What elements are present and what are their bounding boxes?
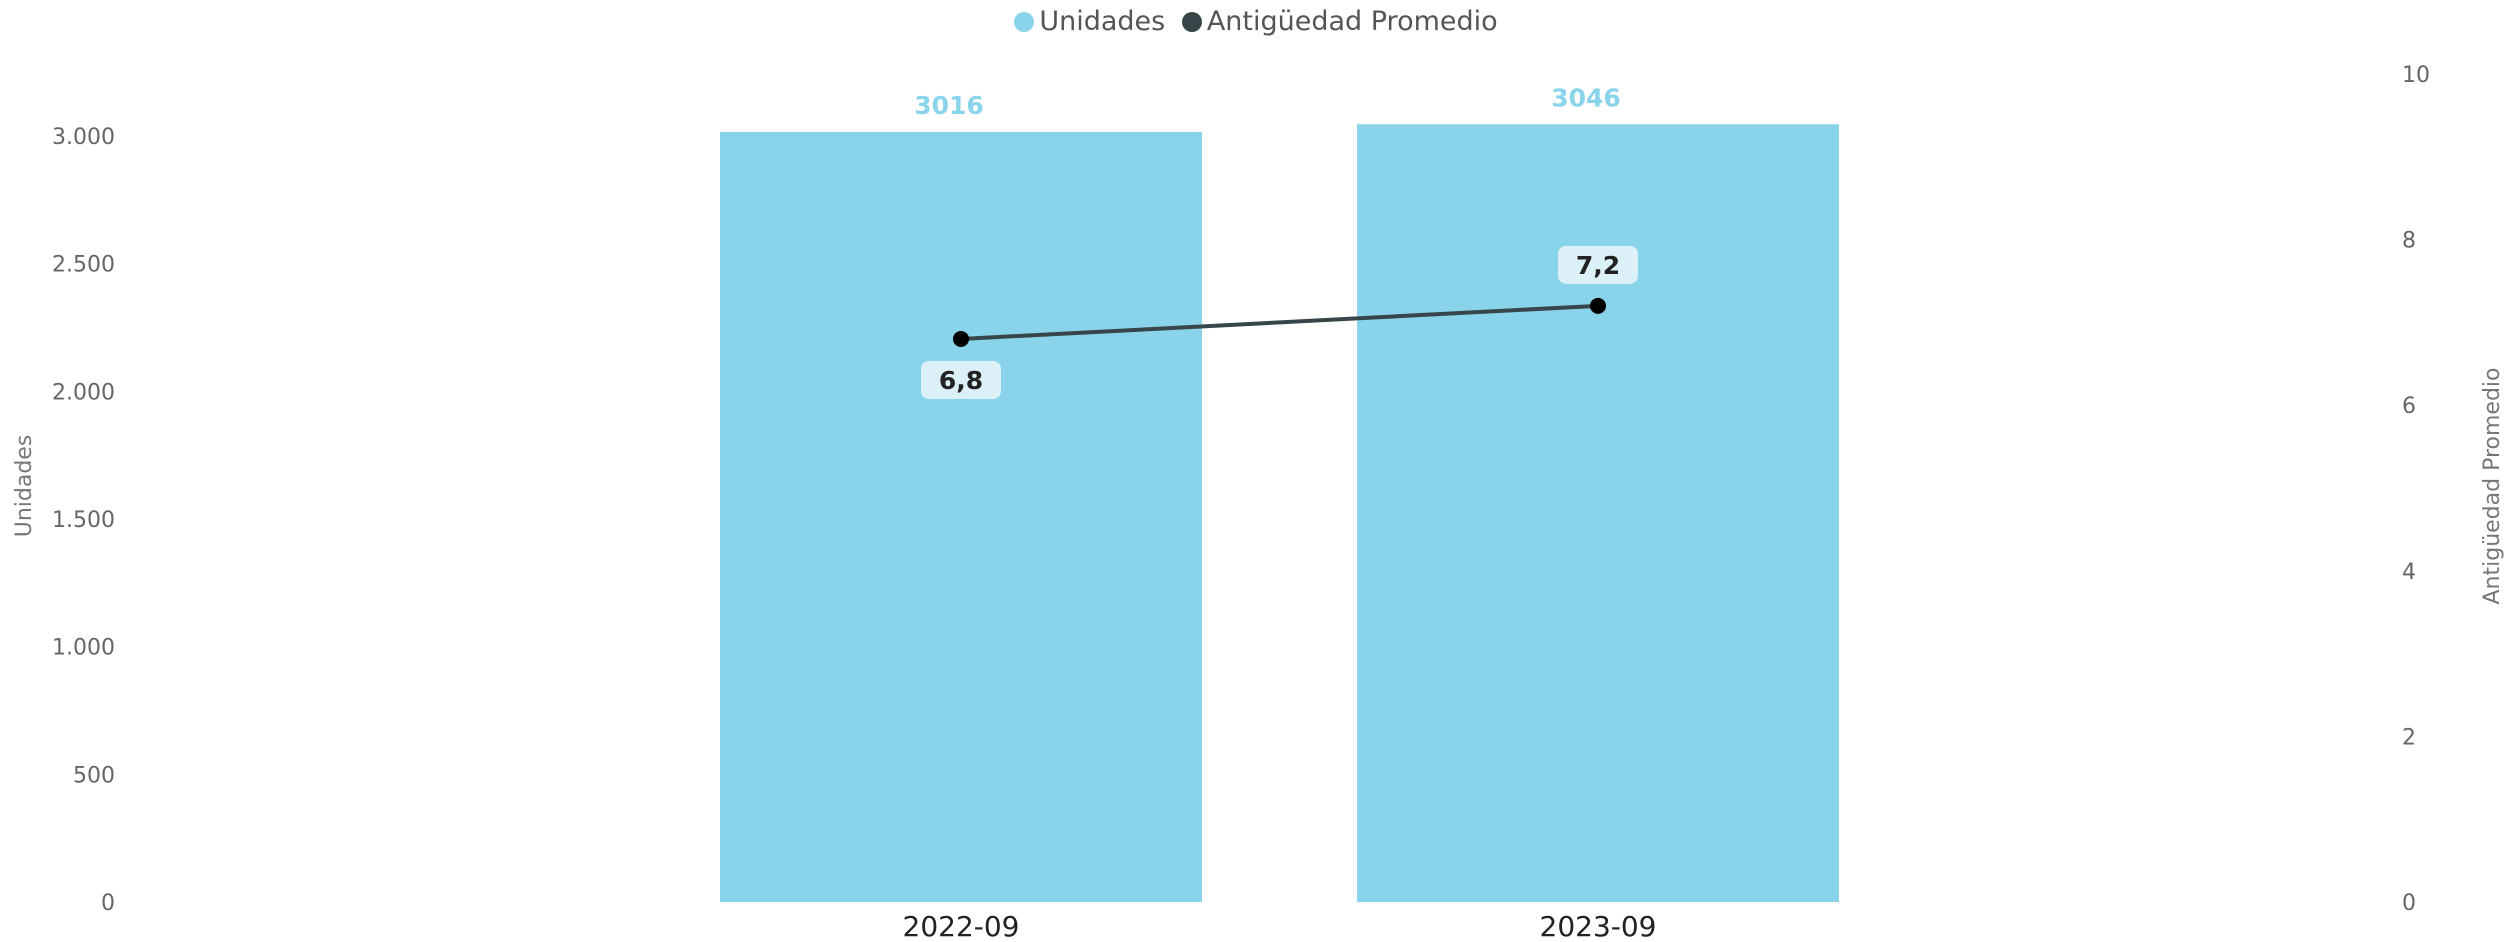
line-data-label-box xyxy=(921,360,1001,399)
line-data-label: 7,2 xyxy=(1576,251,1620,280)
y-left-tick-label: 500 xyxy=(73,763,115,788)
legend-label-unidades: Unidades xyxy=(1039,6,1166,37)
line-marker xyxy=(953,330,969,347)
bar-unidades xyxy=(1357,124,1839,903)
y-right-tick-label: 8 xyxy=(2402,229,2416,254)
y-left-tick-label: 1.500 xyxy=(52,508,115,533)
y-left-tick-label: 3.000 xyxy=(52,125,115,150)
y-right-tick-label: 0 xyxy=(2402,891,2416,916)
x-tick-label: 2023-09 xyxy=(1540,910,1657,942)
y-right-tick-label: 6 xyxy=(2402,394,2416,419)
y-left-tick-label: 2.000 xyxy=(52,380,115,405)
bar-data-label: 3016 xyxy=(914,91,984,120)
legend-item-unidades[interactable]: Unidades xyxy=(1014,6,1165,37)
bar-data-label: 3046 xyxy=(1551,83,1621,112)
y-right-tick-label: 2 xyxy=(2402,725,2416,750)
y-left-tick-label: 1.000 xyxy=(52,636,115,661)
x-tick-label: 2022-09 xyxy=(903,910,1020,942)
y-right-tick-label: 10 xyxy=(2402,63,2430,88)
y-right-axis-title: Antigüedad Promedio xyxy=(2480,368,2505,605)
legend: Unidades Antigüedad Promedio xyxy=(0,6,2512,39)
line-data-label: 6,8 xyxy=(939,366,983,395)
legend-item-antiguedad[interactable]: Antigüedad Promedio xyxy=(1181,6,1498,37)
line-marker xyxy=(1590,297,1606,314)
legend-label-antiguedad: Antigüedad Promedio xyxy=(1206,6,1498,37)
legend-swatch-antiguedad xyxy=(1181,11,1202,32)
y-left-axis-title: Unidades xyxy=(12,435,37,538)
y-left-tick-label: 0 xyxy=(101,891,115,916)
y-right-tick-label: 4 xyxy=(2402,560,2416,585)
line-antiguedad xyxy=(960,303,1599,341)
y-left-tick-label: 2.500 xyxy=(52,253,115,278)
line-data-label-box xyxy=(1558,245,1638,284)
bar-unidades xyxy=(720,131,1202,902)
legend-swatch-unidades xyxy=(1014,11,1035,32)
